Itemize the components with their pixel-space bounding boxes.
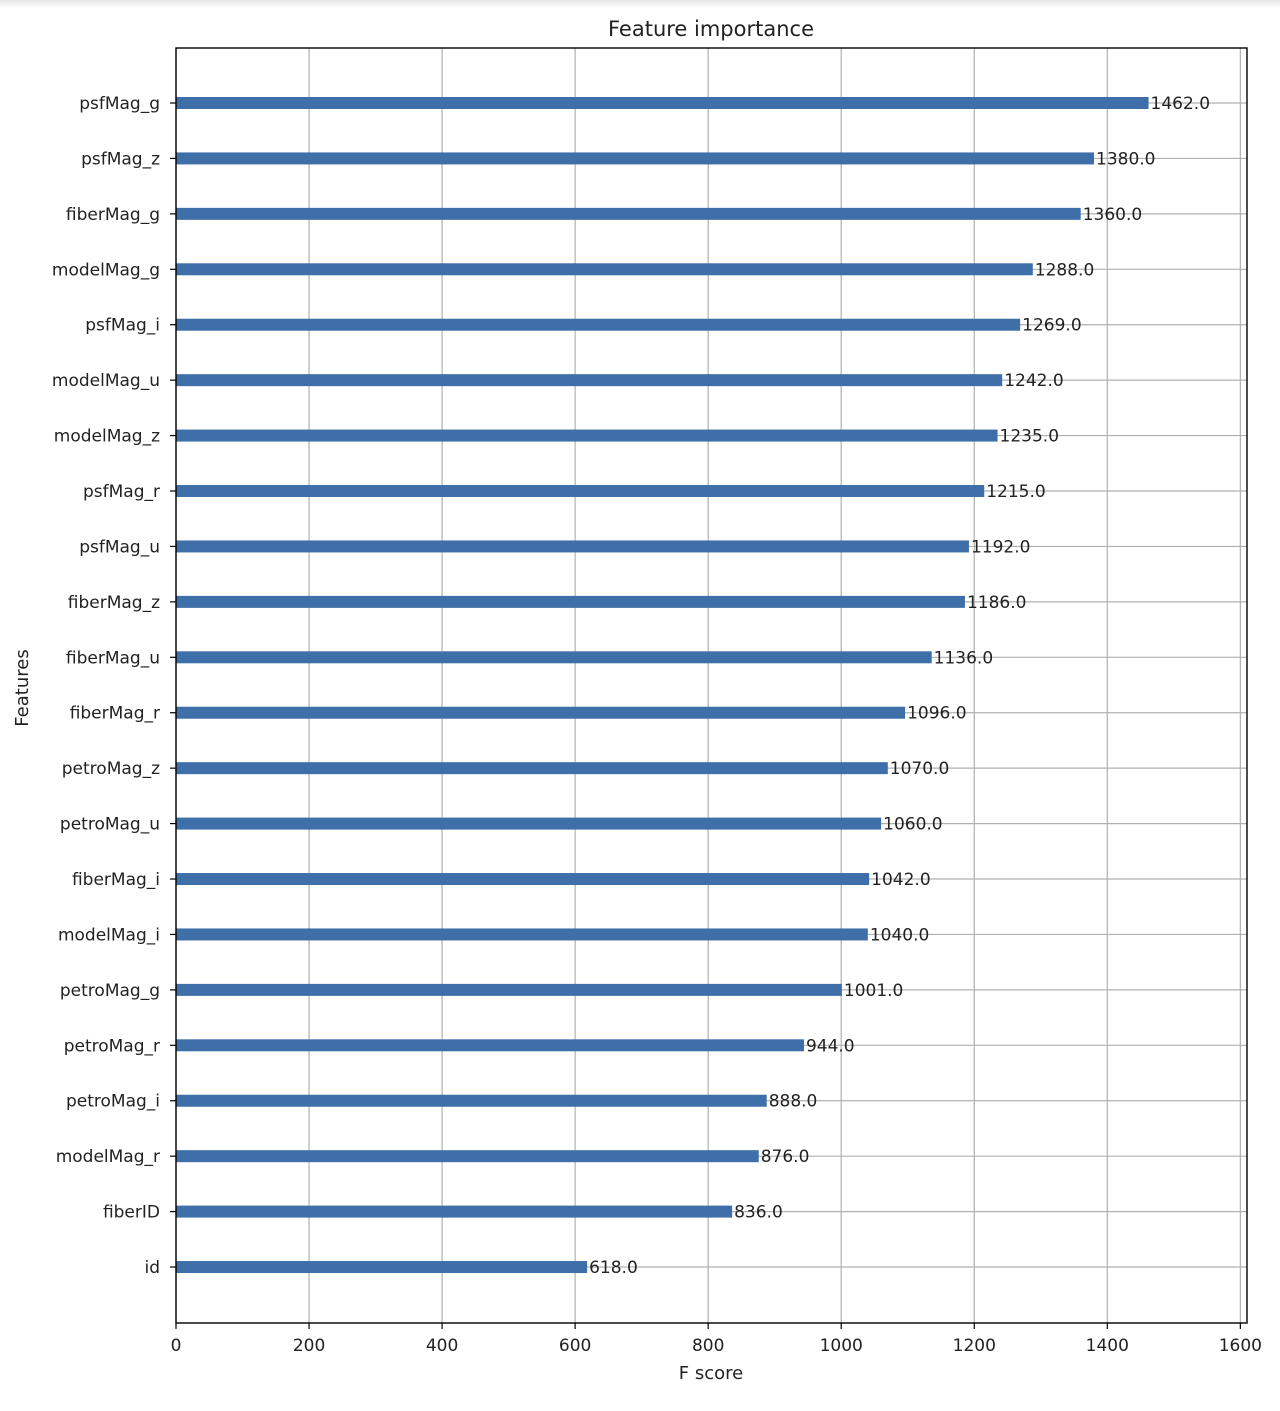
- x-tick-label: 800: [692, 1336, 724, 1356]
- bar-fiberID: [176, 1205, 733, 1218]
- x-tick-label: 0: [171, 1336, 182, 1356]
- value-label: 1215.0: [986, 482, 1045, 502]
- y-tick-label: psfMag_r: [83, 482, 160, 502]
- value-label: 888.0: [769, 1092, 818, 1112]
- value-label: 836.0: [734, 1203, 783, 1223]
- bars: [176, 97, 1149, 1274]
- y-tick-label: fiberMag_z: [68, 593, 160, 613]
- y-tick-label: fiberMag_i: [72, 870, 160, 890]
- y-tick-label: modelMag_g: [52, 260, 160, 280]
- y-tick-label: fiberMag_u: [66, 648, 160, 668]
- value-label: 876.0: [761, 1147, 810, 1167]
- value-label: 1042.0: [871, 870, 930, 890]
- bar-petroMag_u: [176, 817, 882, 830]
- x-tick-label: 1000: [820, 1336, 863, 1356]
- value-label: 1040.0: [870, 925, 929, 945]
- y-tick-label: petroMag_r: [64, 1036, 160, 1056]
- value-label: 618.0: [589, 1258, 638, 1278]
- bar-id: [176, 1261, 588, 1274]
- y-axis-label: Features: [12, 649, 33, 726]
- bar-petroMag_g: [176, 983, 842, 996]
- value-label: 1360.0: [1083, 205, 1142, 225]
- bar-petroMag_i: [176, 1094, 767, 1107]
- x-axis-ticks: 0 200 400 600 800 1000 1200 1400 1600: [171, 1323, 1262, 1356]
- y-axis-ticks: psfMag_g psfMag_z fiberMag_g modelMag_g psfM…: [52, 94, 176, 1278]
- bar-modelMag_r: [176, 1150, 759, 1163]
- value-label: 1001.0: [844, 981, 903, 1001]
- y-tick-label: psfMag_i: [85, 316, 160, 336]
- bar-petroMag_r: [176, 1039, 804, 1052]
- bar-psfMag_z: [176, 152, 1094, 165]
- y-tick-label: psfMag_z: [81, 149, 160, 169]
- value-label: 1136.0: [934, 648, 993, 668]
- bar-fiberMag_r: [176, 706, 906, 719]
- y-tick-label: petroMag_g: [60, 981, 160, 1001]
- value-label: 1242.0: [1004, 371, 1063, 391]
- x-tick-label: 400: [426, 1336, 458, 1356]
- bar-psfMag_g: [176, 97, 1149, 109]
- y-tick-label: petroMag_i: [66, 1092, 160, 1112]
- y-tick-label: modelMag_i: [58, 925, 160, 945]
- x-gridlines: [175, 48, 1241, 1323]
- value-label: 1096.0: [907, 704, 966, 724]
- y-tick-label: fiberID: [103, 1203, 160, 1223]
- value-label: 1192.0: [971, 537, 1030, 557]
- y-tick-label: id: [144, 1258, 160, 1278]
- y-tick-label: petroMag_z: [62, 759, 160, 779]
- window-top-edge: [0, 0, 1280, 8]
- bar-psfMag_u: [176, 540, 969, 553]
- bar-modelMag_i: [176, 928, 868, 941]
- value-label: 1269.0: [1022, 316, 1081, 336]
- bar-modelMag_u: [176, 374, 1003, 387]
- bar-fiberMag_u: [176, 651, 932, 664]
- bar-modelMag_z: [176, 429, 998, 442]
- chart-title: Feature importance: [608, 17, 814, 41]
- value-label: 1235.0: [1000, 427, 1059, 447]
- y-tick-label: modelMag_z: [54, 427, 160, 447]
- bar-petroMag_z: [176, 762, 888, 775]
- x-tick-label: 600: [559, 1336, 591, 1356]
- y-tick-label: psfMag_u: [79, 537, 160, 557]
- bar-fiberMag_i: [176, 873, 870, 886]
- x-tick-label: 1600: [1219, 1336, 1262, 1356]
- bar-psfMag_i: [176, 318, 1021, 331]
- y-tick-label: fiberMag_g: [66, 205, 160, 225]
- y-tick-label: modelMag_u: [52, 371, 160, 391]
- value-labels: 1462.0 1380.0 1360.0 1288.0 1269.0 1242.0 1235…: [589, 94, 1210, 1278]
- x-axis-label: F score: [679, 1363, 743, 1384]
- value-label: 1186.0: [967, 593, 1026, 613]
- bar-fiberMag_z: [176, 595, 965, 608]
- value-label: 944.0: [806, 1036, 855, 1056]
- value-label: 1462.0: [1151, 94, 1210, 114]
- x-tick-label: 200: [293, 1336, 325, 1356]
- plot-frame: [175, 47, 1248, 1324]
- y-tick-label: modelMag_r: [56, 1147, 160, 1167]
- bar-fiberMag_g: [176, 207, 1081, 220]
- value-label: 1060.0: [883, 815, 942, 835]
- x-tick-label: 1400: [1086, 1336, 1129, 1356]
- y-tick-label: psfMag_g: [79, 94, 160, 114]
- value-label: 1380.0: [1096, 149, 1155, 169]
- bar-psfMag_r: [176, 485, 985, 498]
- value-label: 1070.0: [890, 759, 949, 779]
- y-tick-label: petroMag_u: [60, 815, 160, 835]
- x-tick-label: 1200: [953, 1336, 996, 1356]
- bar-modelMag_g: [176, 263, 1033, 276]
- y-tick-label: fiberMag_r: [70, 704, 160, 724]
- value-label: 1288.0: [1035, 260, 1094, 280]
